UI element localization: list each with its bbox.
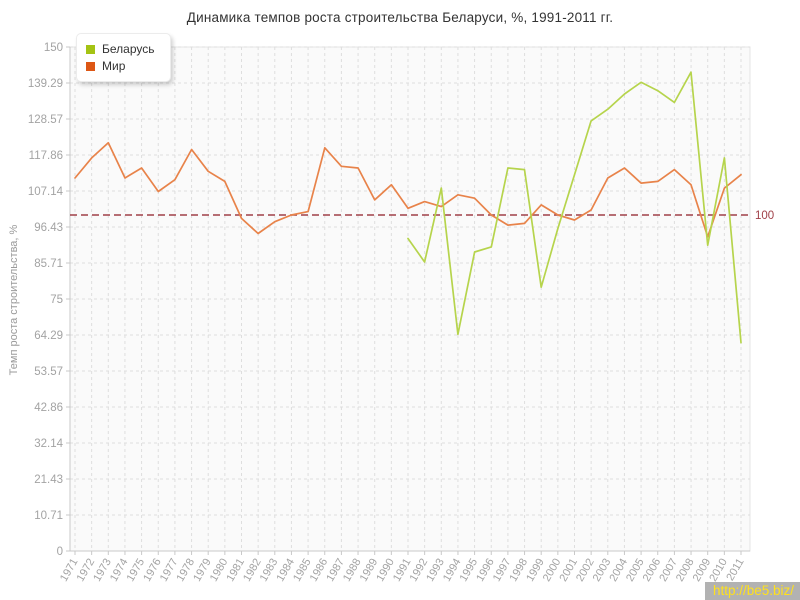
y-tick-label: 42.86 bbox=[34, 402, 63, 414]
series-line-mir bbox=[74, 141, 742, 238]
legend-item-belarus[interactable]: Беларусь bbox=[86, 42, 154, 56]
y-tick-label: 21.43 bbox=[34, 474, 63, 486]
y-tick-label: 0 bbox=[57, 546, 63, 558]
y-tick-label: 10.71 bbox=[34, 510, 63, 522]
legend-label-mir: Мир bbox=[102, 59, 126, 73]
legend-label-belarus: Беларусь bbox=[102, 42, 155, 56]
series-line-belarus bbox=[407, 71, 742, 344]
y-tick-label: 96.43 bbox=[34, 222, 63, 234]
y-tick-label: 128.57 bbox=[28, 114, 63, 126]
gridlines bbox=[70, 46, 750, 552]
x-tick-label: 2011 bbox=[724, 557, 746, 583]
y-tick-label: 53.57 bbox=[34, 366, 63, 378]
y-tick-label: 150 bbox=[44, 42, 63, 54]
mir-series-swatch-icon bbox=[86, 61, 95, 71]
x-axis-ticks: 1971197219731974197519761977197819791980… bbox=[58, 551, 747, 584]
reference-line-label: 100 bbox=[755, 210, 774, 222]
x-tick-label: 2010 bbox=[707, 557, 730, 584]
y-tick-label: 64.29 bbox=[34, 330, 63, 342]
y-tick-label: 107.14 bbox=[28, 186, 64, 198]
chart-title: Динамика темпов роста строительства Бела… bbox=[186, 10, 614, 25]
y-tick-label: 85.71 bbox=[34, 258, 63, 270]
y-tick-label: 32.14 bbox=[34, 438, 63, 450]
y-tick-label: 75 bbox=[50, 294, 63, 306]
chart-legend: Беларусь Мир bbox=[76, 33, 172, 82]
y-tick-label: 117.86 bbox=[29, 150, 63, 162]
watermark-link[interactable]: http://be5.biz/ bbox=[704, 582, 800, 600]
belarus-series-swatch-icon bbox=[86, 44, 95, 54]
y-tick-label: 139.29 bbox=[28, 78, 63, 90]
legend-item-mir[interactable]: Мир bbox=[86, 59, 154, 73]
y-axis-ticks: 0 10.71 21.43 32.14 42.86 53.57 64.29 75 85.71 96… bbox=[28, 42, 70, 558]
